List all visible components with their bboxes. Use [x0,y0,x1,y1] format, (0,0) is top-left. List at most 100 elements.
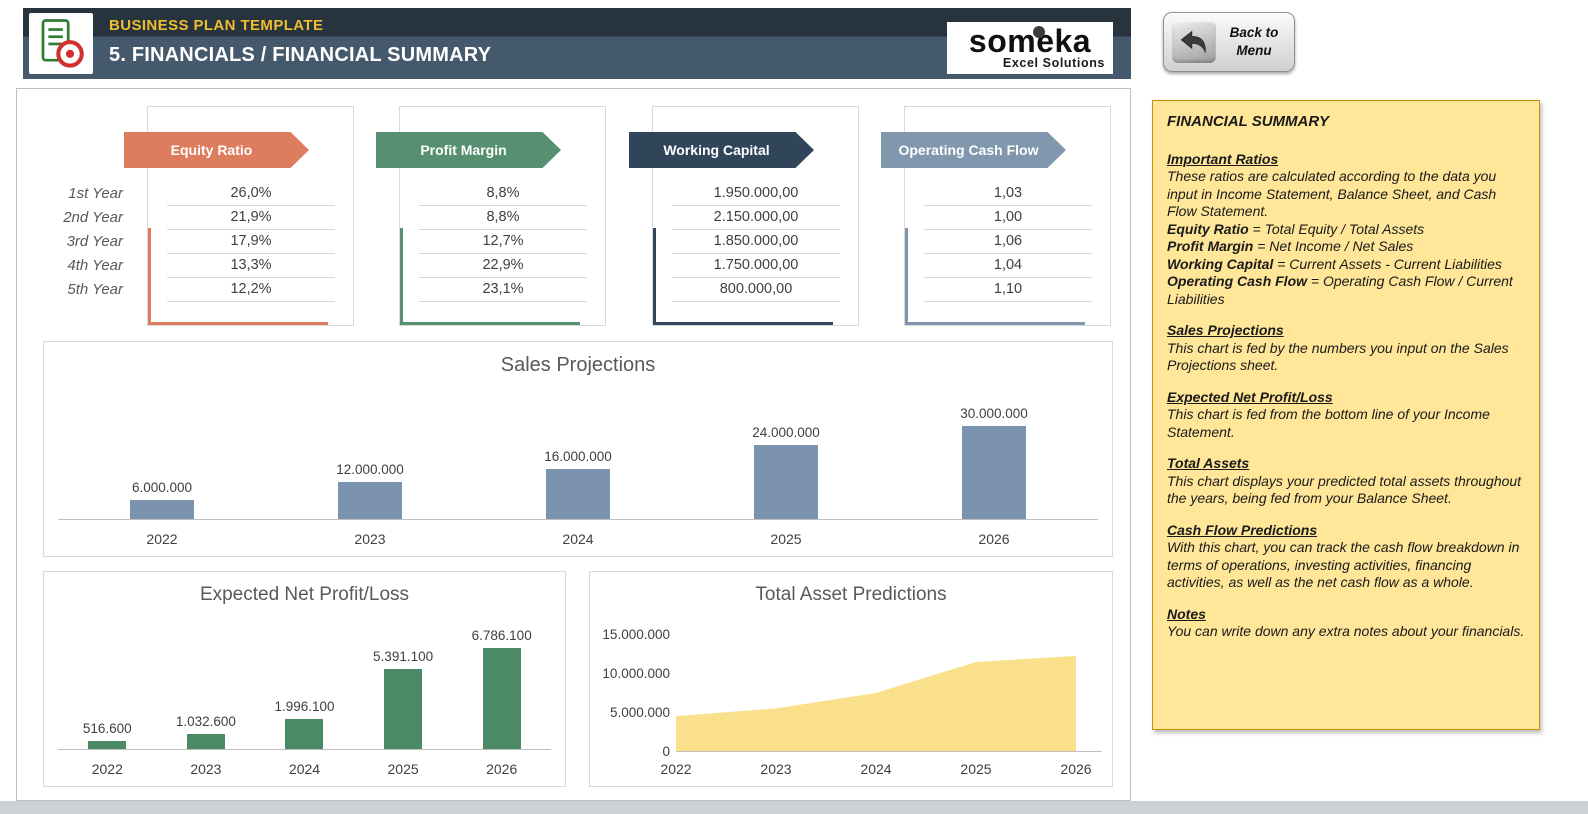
y-axis-label: 10.000.000 [602,666,670,681]
x-axis-label: 2026 [486,761,518,777]
y-axis-label: 15.000.000 [602,627,670,642]
kpi-value: 1,03 [924,182,1092,206]
sidebar-section-notes: Notes You can write down any extra notes… [1167,606,1525,641]
kpi-value: 26,0% [167,182,335,206]
kpi-banner: Equity Ratio [124,132,309,168]
x-axis-label: 2023 [760,761,792,777]
bar-value-label: 516.600 [82,721,132,737]
kpi-value: 12,7% [419,230,587,254]
kpi-card-working-capital: Working Capital 1.950.000,00 2.150.000,0… [629,106,859,326]
formula-term: Working Capital [1167,255,1274,272]
x-axis-label: 2024 [860,761,892,777]
total-asset-predictions-chart: Total Asset Predictions 15.000.000 10.000… [589,571,1113,787]
row-label-5th-year: 5th Year [67,281,123,298]
bar [754,444,818,519]
expected-net-profit-loss-chart: Expected Net Profit/Loss 516.600 1.032.60… [43,571,566,787]
sidebar-title: FINANCIAL SUMMARY [1167,113,1329,130]
bar-group-2023: 12.000.000 [266,462,474,519]
formula-rest: = Operating Cash Flow / Current Liabilit… [1167,273,1513,307]
kpi-banner: Profit Margin [376,132,561,168]
formula-working-capital: Working Capital = Current Assets - Curre… [1167,256,1525,274]
someka-logo[interactable]: someka Excel Solutions [947,22,1113,74]
kpi-value: 13,3% [167,254,335,278]
kpi-value: 2.150.000,00 [672,206,840,230]
kpi-title: Working Capital [663,142,770,158]
bar-plot: 516.600 1.032.600 1.996.100 5.391.100 6.786.… [58,622,551,750]
formula-term: Equity Ratio [1167,220,1249,237]
bar-value-label: 1.996.100 [274,699,335,715]
formula-operating-cash-flow: Operating Cash Flow = Operating Cash Flo… [1167,273,1525,308]
kpi-value: 1,10 [924,278,1092,302]
kpi-value: 22,9% [419,254,587,278]
template-logo-icon [29,13,93,74]
kpi-accent-axis [653,228,833,325]
section-header: Total Assets [1167,455,1250,471]
bar [186,733,225,749]
x-axis-label: 2023 [190,761,222,777]
back-button-line2: Menu [1236,43,1272,58]
kpi-values: 8,8% 8,8% 12,7% 22,9% 23,1% [419,182,587,302]
section-header: Sales Projections [1167,322,1284,338]
section-header: Expected Net Profit/Loss [1167,388,1333,405]
sidebar-section-cash-flow-predictions: Cash Flow Predictions With this chart, y… [1167,522,1525,592]
bar [130,500,194,519]
window-bottom-edge [0,801,1588,814]
kpi-value: 8,8% [419,182,587,206]
sidebar-section-expected-net-profit-loss: Expected Net Profit/Loss This chart is f… [1167,389,1525,442]
y-axis-label: 5.000.000 [609,705,670,720]
back-to-menu-button[interactable]: Back to Menu [1163,12,1295,72]
x-axis-label: 2026 [1060,761,1092,777]
back-button-label: Back to Menu [1222,24,1286,59]
header-bar: BUSINESS PLAN TEMPLATE 5. FINANCIALS / F… [23,8,1131,79]
formula-term: Profit Margin [1167,238,1254,254]
row-label-2nd-year: 2nd Year [63,209,123,226]
document-target-icon [41,19,84,68]
kpi-value: 1,04 [924,254,1092,278]
bar [384,668,423,749]
chart-title: Expected Net Profit/Loss [199,584,410,605]
sidebar-section-total-assets: Total Assets This chart displays your pr… [1167,455,1525,508]
kpi-value: 1.750.000,00 [672,254,840,278]
kpi-value: 1,06 [924,230,1092,254]
formula-profit-margin: Profit Margin = Net Income / Net Sales [1167,238,1525,256]
x-axis-label: 2022 [146,531,178,547]
x-axis-label: 2026 [978,531,1010,547]
kpi-value: 1,00 [924,206,1092,230]
kpi-value: 800.000,00 [672,278,840,302]
row-label-4th-year: 4th Year [67,257,123,274]
someka-logo-subtext: Excel Solutions [1002,56,1105,70]
row-label-3rd-year: 3rd Year [66,233,123,250]
page-title: 5. FINANCIALS / FINANCIAL SUMMARY [109,44,492,66]
someka-logo-text: someka [968,23,1092,59]
y-axis: 15.000.000 10.000.000 5.000.000 0 [590,622,670,759]
x-axis: 2022 2023 2024 2025 2026 [58,761,551,777]
bar-group-2022: 516.600 [58,721,157,749]
bar-value-label: 5.391.100 [373,648,434,664]
back-button-line1: Back to [1229,25,1279,41]
section-header: Cash Flow Predictions [1167,521,1318,538]
kpi-title: Equity Ratio [170,142,253,158]
kpi-value: 12,2% [167,278,335,302]
kpi-values: 1.950.000,00 2.150.000,00 1.850.000,00 1… [672,182,840,302]
bar-plot: 6.000.000 12.000.000 16.000.000 24.000.000 3… [58,400,1098,520]
someka-globe-icon [1033,26,1045,38]
x-axis: 2022 2023 2024 2025 2026 [660,761,1102,777]
kpi-accent-axis [148,228,328,325]
bar-value-label: 6.000.000 [131,480,193,496]
bar-value-label: 24.000.000 [752,424,820,440]
bar-group-2024: 1.996.100 [255,699,354,749]
section-body: This chart is fed by the numbers you inp… [1167,339,1509,374]
section-header: Notes [1167,605,1206,622]
kpi-banner: Working Capital [629,132,814,168]
x-axis-label: 2025 [960,761,992,777]
header-titles: BUSINESS PLAN TEMPLATE 5. FINANCIALS / F… [109,17,491,67]
bar-group-2025: 5.391.100 [354,649,453,749]
bar [962,426,1026,519]
row-label-1st-year: 1st Year [68,185,123,202]
kpi-banner: Operating Cash Flow [881,132,1066,168]
section-body: This chart is fed from the bottom line o… [1167,406,1490,440]
x-axis: 2022 2023 2024 2025 2026 [58,531,1098,547]
section-body: This chart displays your predicted total… [1167,472,1522,507]
section-body: You can write down any extra notes about… [1167,623,1525,639]
